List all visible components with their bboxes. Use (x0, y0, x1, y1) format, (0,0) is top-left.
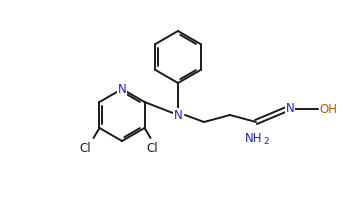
Text: Cl: Cl (80, 142, 91, 154)
Text: NH: NH (245, 133, 263, 146)
Text: Cl: Cl (147, 142, 158, 154)
Text: N: N (286, 101, 294, 115)
Text: OH: OH (319, 103, 337, 115)
Text: N: N (174, 108, 182, 122)
Text: 2: 2 (263, 137, 269, 146)
Text: N: N (118, 83, 126, 96)
